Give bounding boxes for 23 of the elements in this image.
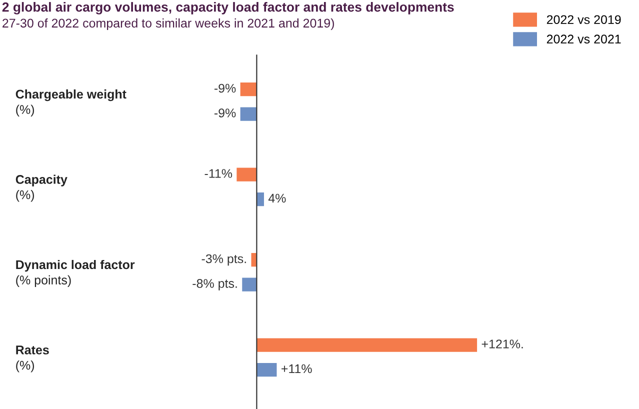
bar [240,82,257,96]
chart-subtitle: 27-30 of 2022 compared to similar weeks in 2021 and 2019) [2,18,334,30]
bar [240,107,257,121]
data-label: -9% [214,84,236,93]
bar [256,338,478,352]
bar [242,278,257,292]
data-label: +11% [282,364,312,374]
bar [236,168,257,182]
data-label: -9% [214,108,236,118]
data-label: -11% [204,169,232,178]
legend-label: 2022 vs 2021 [546,34,621,44]
data-label: +121%. [482,340,523,348]
y-tick-label: Capacity (%) [16,174,68,202]
bar [251,252,257,267]
data-label: 4% [268,194,286,203]
y-tick-label: Chargeable weight (%) [16,89,126,116]
bar [256,362,277,377]
data-label: -3% pts. [202,254,246,266]
legend-label: 2022 vs 2019 [546,15,621,24]
y-tick-label: Rates (%) [16,346,49,372]
chart-title: 2 global air cargo volumes, capacity load factor and rates developments [2,2,454,14]
y-tick-label: Dynamic load factor (% points) [16,260,135,287]
data-label: -8% pts. [192,279,237,290]
